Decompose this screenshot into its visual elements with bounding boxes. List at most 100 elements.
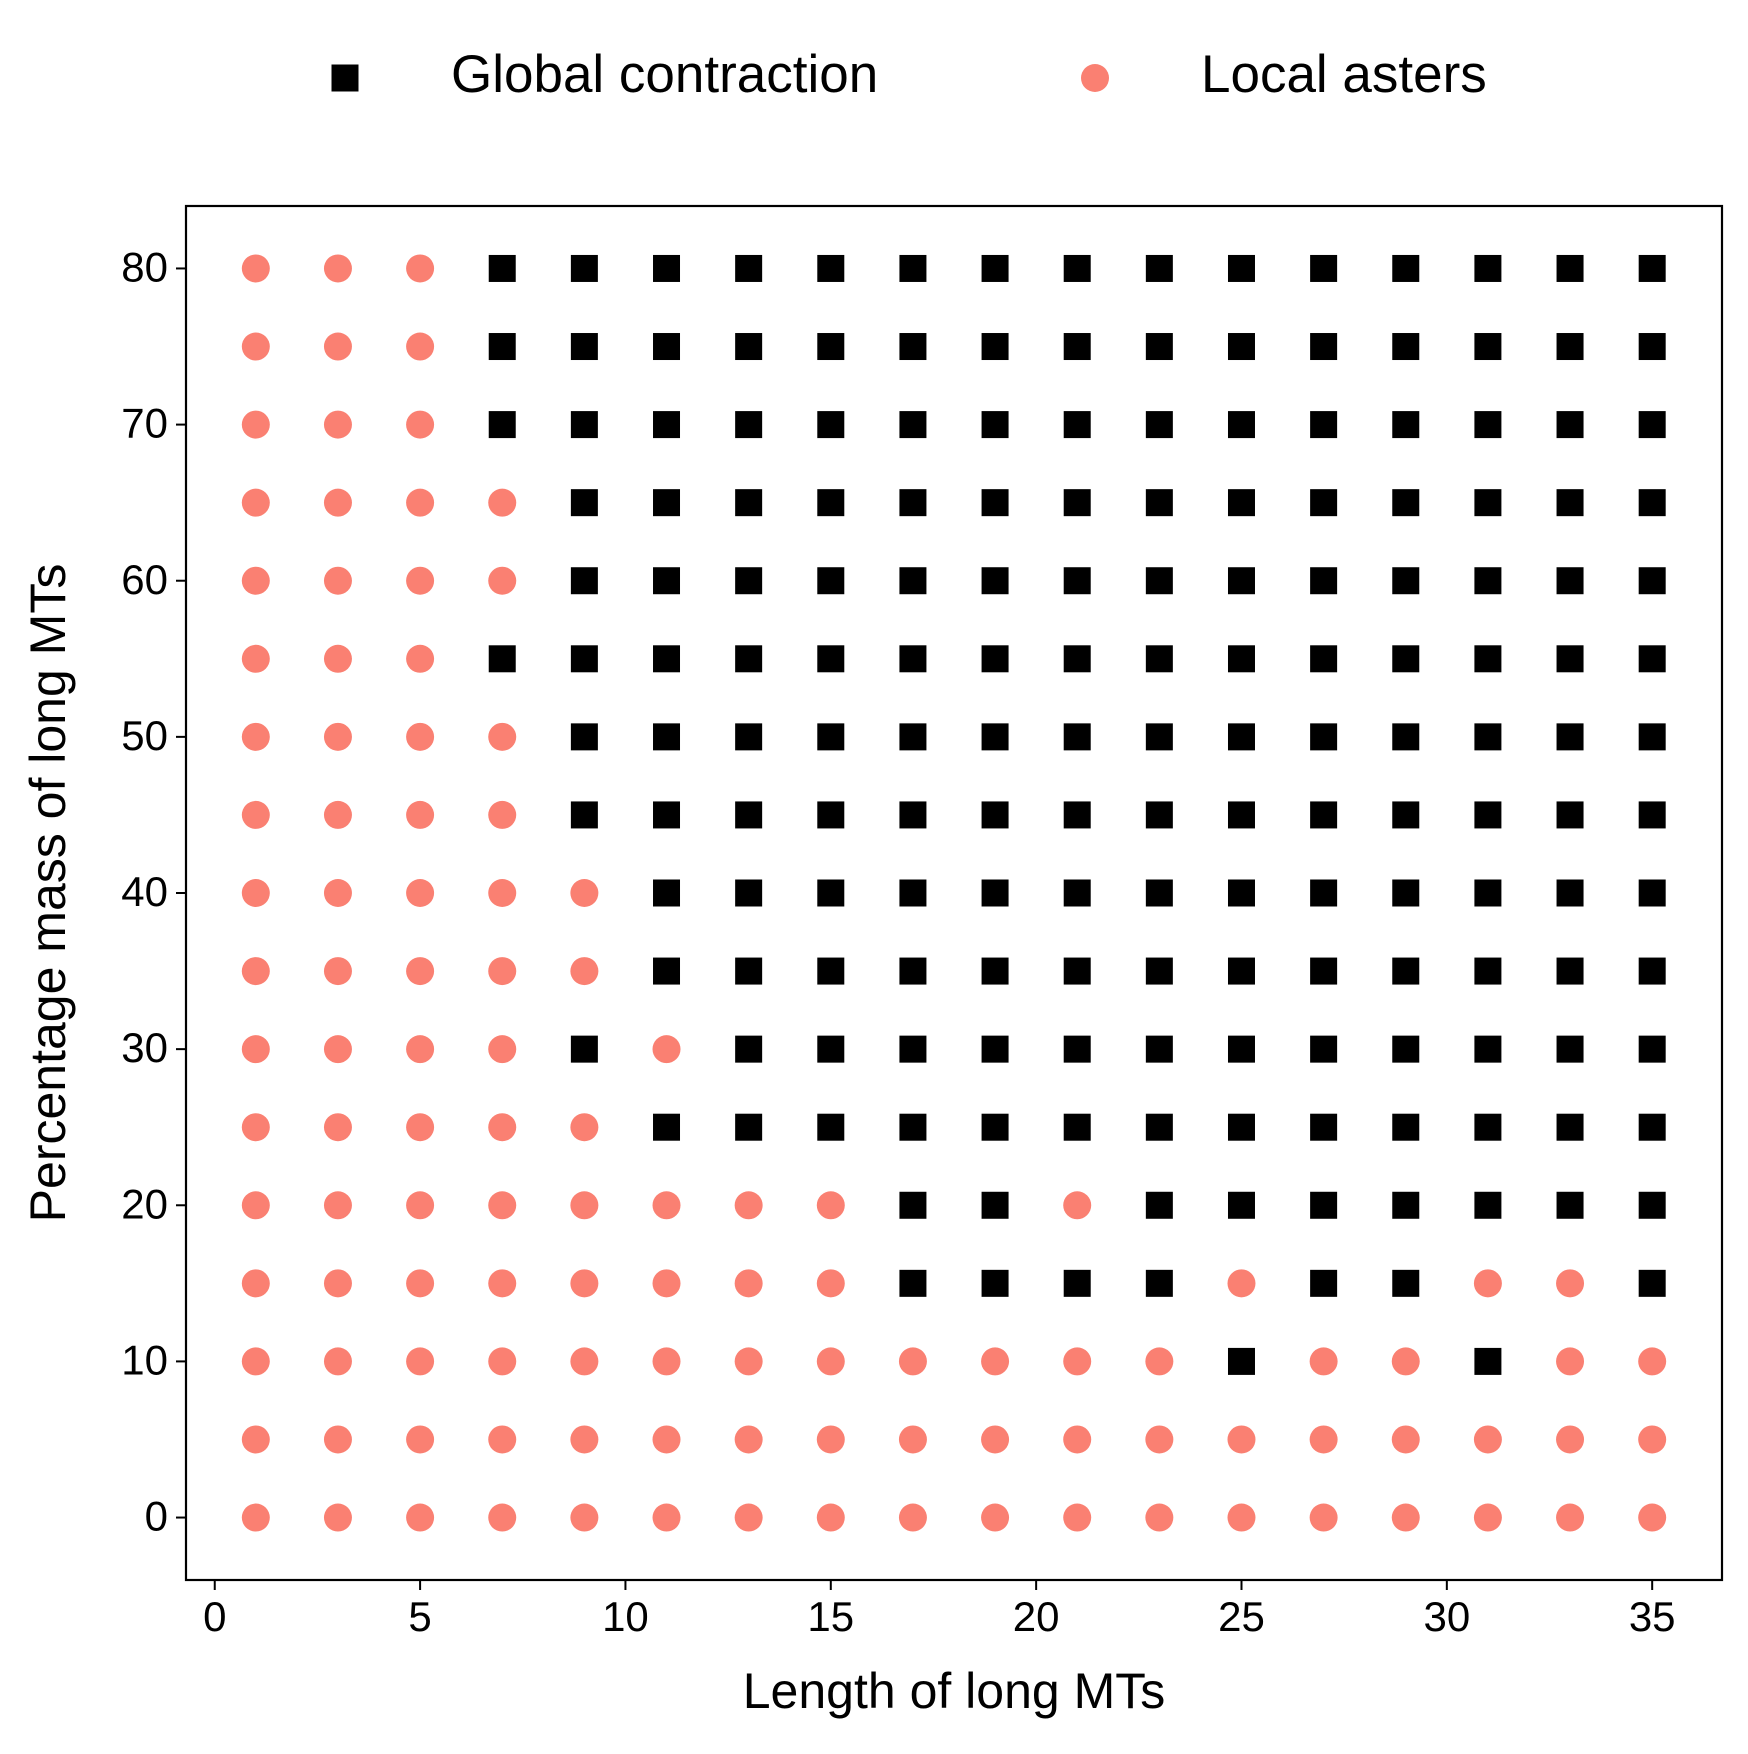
point <box>1310 411 1338 439</box>
point <box>1310 879 1338 907</box>
x-tick-label: 10 <box>602 1593 649 1640</box>
point <box>1556 254 1584 282</box>
point <box>1556 879 1584 907</box>
y-tick-label: 10 <box>121 1337 168 1384</box>
point <box>406 410 435 439</box>
point <box>1556 1191 1584 1219</box>
point <box>899 723 927 751</box>
point <box>488 411 516 439</box>
point <box>899 1269 927 1297</box>
point <box>981 411 1009 439</box>
point <box>817 801 845 829</box>
point <box>735 567 763 595</box>
point <box>653 1113 681 1141</box>
point <box>323 332 352 361</box>
point <box>570 645 598 673</box>
point <box>981 1191 1009 1219</box>
point <box>1392 1113 1420 1141</box>
point <box>406 488 435 517</box>
point <box>734 1347 763 1376</box>
point <box>817 567 845 595</box>
point <box>1638 645 1666 673</box>
point <box>1145 1191 1173 1219</box>
point <box>817 879 845 907</box>
point <box>1638 489 1666 517</box>
point <box>1227 411 1255 439</box>
point <box>1145 1425 1174 1454</box>
point <box>1063 489 1091 517</box>
point <box>899 1035 927 1063</box>
point <box>1145 957 1173 985</box>
point <box>323 1425 352 1454</box>
point <box>323 1269 352 1298</box>
point <box>1227 1425 1256 1454</box>
point <box>1063 1191 1092 1220</box>
point <box>488 800 517 829</box>
point <box>653 645 681 673</box>
point <box>735 333 763 361</box>
point <box>899 645 927 673</box>
point <box>1391 1347 1420 1376</box>
point <box>1392 1191 1420 1219</box>
point <box>488 645 516 673</box>
point <box>653 333 681 361</box>
point <box>406 1191 435 1220</box>
point <box>1310 1113 1338 1141</box>
point <box>1145 489 1173 517</box>
point <box>1556 1113 1584 1141</box>
y-tick-label: 0 <box>145 1493 168 1540</box>
point <box>1227 1269 1256 1298</box>
point <box>735 723 763 751</box>
point <box>816 1425 845 1454</box>
point <box>323 1113 352 1142</box>
point <box>1638 254 1666 282</box>
point <box>653 723 681 751</box>
point <box>1392 801 1420 829</box>
point <box>1556 1269 1585 1298</box>
point <box>406 254 435 283</box>
point <box>1063 567 1091 595</box>
point <box>981 645 1009 673</box>
point <box>653 411 681 439</box>
point <box>899 801 927 829</box>
point <box>1556 333 1584 361</box>
point <box>1063 801 1091 829</box>
point <box>1310 1035 1338 1063</box>
point <box>406 1035 435 1064</box>
point <box>735 411 763 439</box>
point <box>570 567 598 595</box>
point <box>981 1035 1009 1063</box>
point <box>1392 879 1420 907</box>
point <box>406 1269 435 1298</box>
point <box>734 1191 763 1220</box>
point <box>981 1425 1010 1454</box>
point <box>981 1113 1009 1141</box>
point <box>1474 254 1502 282</box>
point <box>1638 723 1666 751</box>
point <box>817 1035 845 1063</box>
point <box>488 254 516 282</box>
point <box>488 1425 517 1454</box>
point <box>898 1425 927 1454</box>
point <box>1638 801 1666 829</box>
y-tick-label: 80 <box>121 244 168 291</box>
point <box>1145 567 1173 595</box>
point <box>570 1191 599 1220</box>
point <box>1227 957 1255 985</box>
point <box>323 879 352 907</box>
point <box>241 1425 270 1454</box>
point <box>1063 1425 1092 1454</box>
point <box>899 489 927 517</box>
point <box>241 488 270 517</box>
point <box>241 957 270 986</box>
point <box>1556 489 1584 517</box>
y-axis-label: Percentage mass of long MTs <box>20 564 76 1223</box>
point <box>981 879 1009 907</box>
point <box>817 723 845 751</box>
point <box>1556 957 1584 985</box>
point <box>1391 1425 1420 1454</box>
point <box>735 1113 763 1141</box>
point <box>241 566 270 595</box>
point <box>1063 1113 1091 1141</box>
point <box>1638 1113 1666 1141</box>
